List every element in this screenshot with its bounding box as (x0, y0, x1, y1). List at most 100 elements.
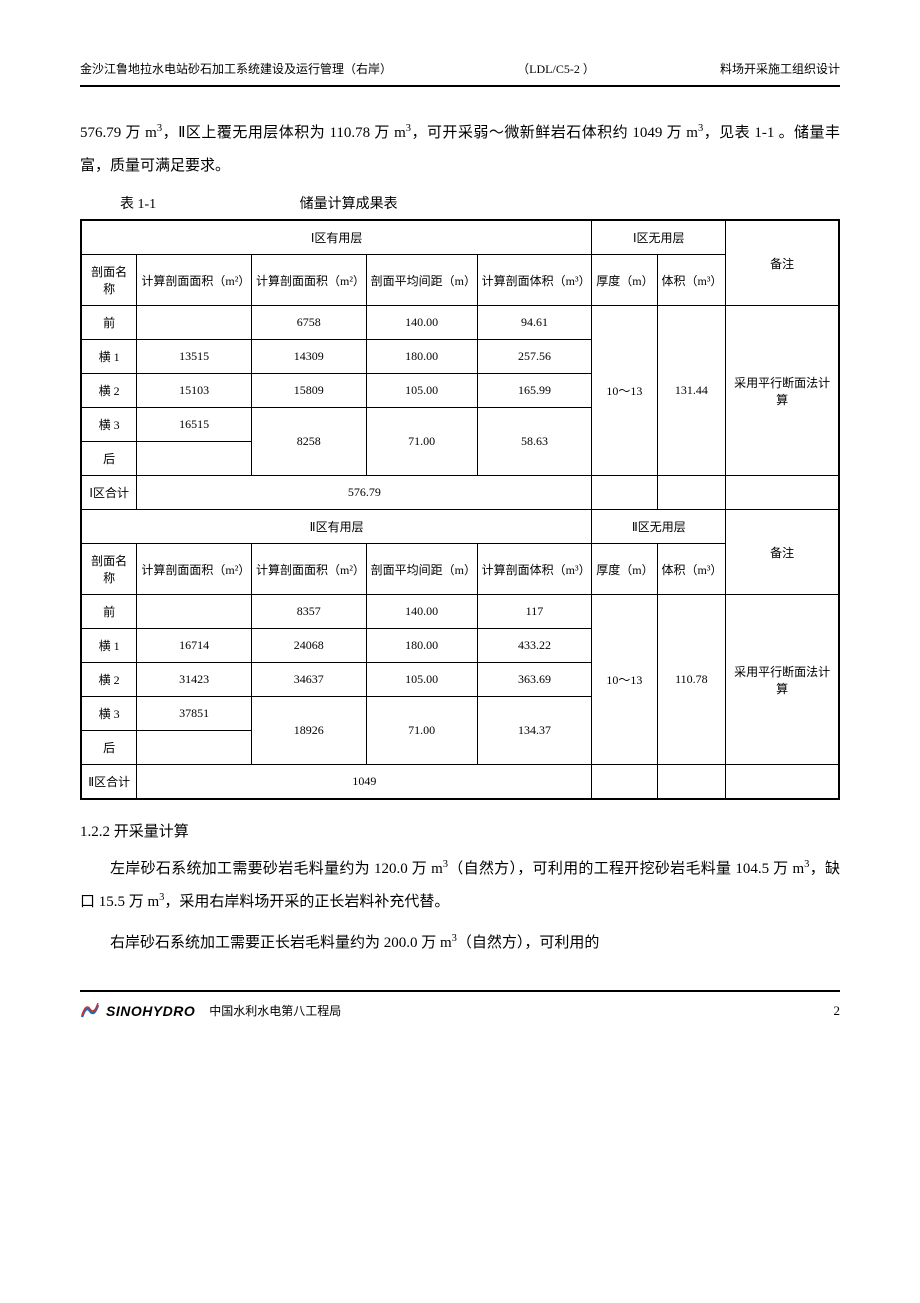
cell (726, 765, 839, 800)
col-avg-spacing: 剖面平均间距（m） (366, 255, 477, 306)
paragraph-3: 右岸砂石系统加工需要正长岩毛料量约为 200.0 万 m3（自然方），可利用的 (80, 927, 840, 960)
col-calc-volume: 计算剖面体积（m³） (477, 544, 592, 595)
cell (137, 442, 252, 476)
cell: 165.99 (477, 374, 592, 408)
cell-total-label: Ⅱ区合计 (81, 765, 137, 800)
table-label: 表 1-1 (120, 197, 156, 212)
cell: 6758 (251, 306, 366, 340)
cell-section: 横 3 (81, 408, 137, 442)
cell: 18926 (251, 697, 366, 765)
header-remark: 备注 (726, 510, 839, 595)
col-section-name: 剖面名称 (81, 544, 137, 595)
col-section-name: 剖面名称 (81, 255, 137, 306)
cell-total: 1049 (137, 765, 592, 800)
text-fragment: （自然方），可利用的 (457, 935, 600, 951)
table-row: 前 6758 140.00 94.61 10～13 131.44 采用平行断面法… (81, 306, 839, 340)
table-row: 剖面名称 计算剖面面积（m²） 计算剖面面积（m²） 剖面平均间距（m） 计算剖… (81, 255, 839, 306)
cell: 14309 (251, 340, 366, 374)
cell: 16515 (137, 408, 252, 442)
table-row: 剖面名称 计算剖面面积（m²） 计算剖面面积（m²） 剖面平均间距（m） 计算剖… (81, 544, 839, 595)
footer-logo: SINOHYDRO 中国水利水电第八工程局 (80, 1002, 341, 1019)
cell: 363.69 (477, 663, 592, 697)
cell (592, 476, 657, 510)
table-caption: 表 1-1 储量计算成果表 (120, 193, 840, 213)
col-volume: 体积（m³） (657, 255, 726, 306)
logo-text: SINOHYDRO (106, 1003, 195, 1019)
cell (726, 476, 839, 510)
cell-remark: 采用平行断面法计算 (726, 306, 839, 476)
cell: 257.56 (477, 340, 592, 374)
table-row: Ⅱ区合计 1049 (81, 765, 839, 800)
cell: 8357 (251, 595, 366, 629)
cell-section: 横 1 (81, 629, 137, 663)
col-thickness: 厚度（m） (592, 255, 657, 306)
cell-section: 后 (81, 731, 137, 765)
cell (657, 476, 726, 510)
cell: 105.00 (366, 663, 477, 697)
page-number: 2 (834, 1003, 841, 1019)
cell-section: 横 3 (81, 697, 137, 731)
header-right: 料场开采施工组织设计 (720, 60, 840, 77)
cell-section: 横 2 (81, 374, 137, 408)
text-fragment: ，可开采弱～微新鲜岩石体积约 1049 万 m (411, 125, 698, 141)
text-fragment: ，Ⅱ区上覆无用层体积为 110.78 万 m (162, 125, 406, 141)
cell: 16714 (137, 629, 252, 663)
cell (137, 595, 252, 629)
cell: 134.37 (477, 697, 592, 765)
table-title: 储量计算成果表 (300, 197, 398, 212)
col-thickness: 厚度（m） (592, 544, 657, 595)
table-row: Ⅱ区有用层 Ⅱ区无用层 备注 (81, 510, 839, 544)
cell: 433.22 (477, 629, 592, 663)
cell-thickness: 10～13 (592, 306, 657, 476)
col-volume: 体积（m³） (657, 544, 726, 595)
cell: 71.00 (366, 697, 477, 765)
cell: 140.00 (366, 595, 477, 629)
paragraph-2: 左岸砂石系统加工需要砂岩毛料量约为 120.0 万 m3（自然方），可利用的工程… (80, 853, 840, 919)
section-heading: 1.2.2 开采量计算 (80, 820, 840, 841)
cell: 24068 (251, 629, 366, 663)
text-fragment: （自然方），可利用的工程开挖砂岩毛料量 104.5 万 m (448, 861, 804, 877)
cell: 117 (477, 595, 592, 629)
col-calc-volume: 计算剖面体积（m³） (477, 255, 592, 306)
cell: 31423 (137, 663, 252, 697)
paragraph-1: 576.79 万 m3，Ⅱ区上覆无用层体积为 110.78 万 m3，可开采弱～… (80, 117, 840, 183)
header-left: 金沙江鲁地拉水电站砂石加工系统建设及运行管理（右岸） (80, 60, 392, 77)
cell-total-label: Ⅰ区合计 (81, 476, 137, 510)
cell-thickness: 10～13 (592, 595, 657, 765)
header-zone1-useful: Ⅰ区有用层 (81, 220, 592, 255)
page-footer: SINOHYDRO 中国水利水电第八工程局 2 (80, 990, 840, 1019)
text-fragment: 576.79 万 m (80, 125, 157, 141)
cell-section: 横 1 (81, 340, 137, 374)
cell: 180.00 (366, 340, 477, 374)
col-calc-area: 计算剖面面积（m²） (137, 544, 252, 595)
cell-section: 前 (81, 595, 137, 629)
cell: 71.00 (366, 408, 477, 476)
cell (137, 306, 252, 340)
cell-section: 后 (81, 442, 137, 476)
cell-total: 576.79 (137, 476, 592, 510)
header-remark: 备注 (726, 220, 839, 306)
sinohydro-logo-icon (80, 1003, 100, 1019)
cell (592, 765, 657, 800)
table-row: Ⅰ区合计 576.79 (81, 476, 839, 510)
cell: 140.00 (366, 306, 477, 340)
cell: 180.00 (366, 629, 477, 663)
cell: 8258 (251, 408, 366, 476)
table-row: 前 8357 140.00 117 10～13 110.78 采用平行断面法计算 (81, 595, 839, 629)
text-fragment: ，采用右岸料场开采的正长岩料补充代替。 (164, 894, 449, 910)
cell-remark: 采用平行断面法计算 (726, 595, 839, 765)
col-calc-area2: 计算剖面面积（m²） (251, 544, 366, 595)
cell: 13515 (137, 340, 252, 374)
cell: 105.00 (366, 374, 477, 408)
cell: 94.61 (477, 306, 592, 340)
footer-organization: 中国水利水电第八工程局 (209, 1002, 341, 1019)
col-calc-area: 计算剖面面积（m²） (137, 255, 252, 306)
header-zone2-useful: Ⅱ区有用层 (81, 510, 592, 544)
cell: 34637 (251, 663, 366, 697)
cell-section: 前 (81, 306, 137, 340)
col-avg-spacing: 剖面平均间距（m） (366, 544, 477, 595)
header-zone2-useless: Ⅱ区无用层 (592, 510, 726, 544)
cell: 15103 (137, 374, 252, 408)
cell (137, 731, 252, 765)
header-center: （LDL/C5-2 ） (517, 60, 595, 77)
